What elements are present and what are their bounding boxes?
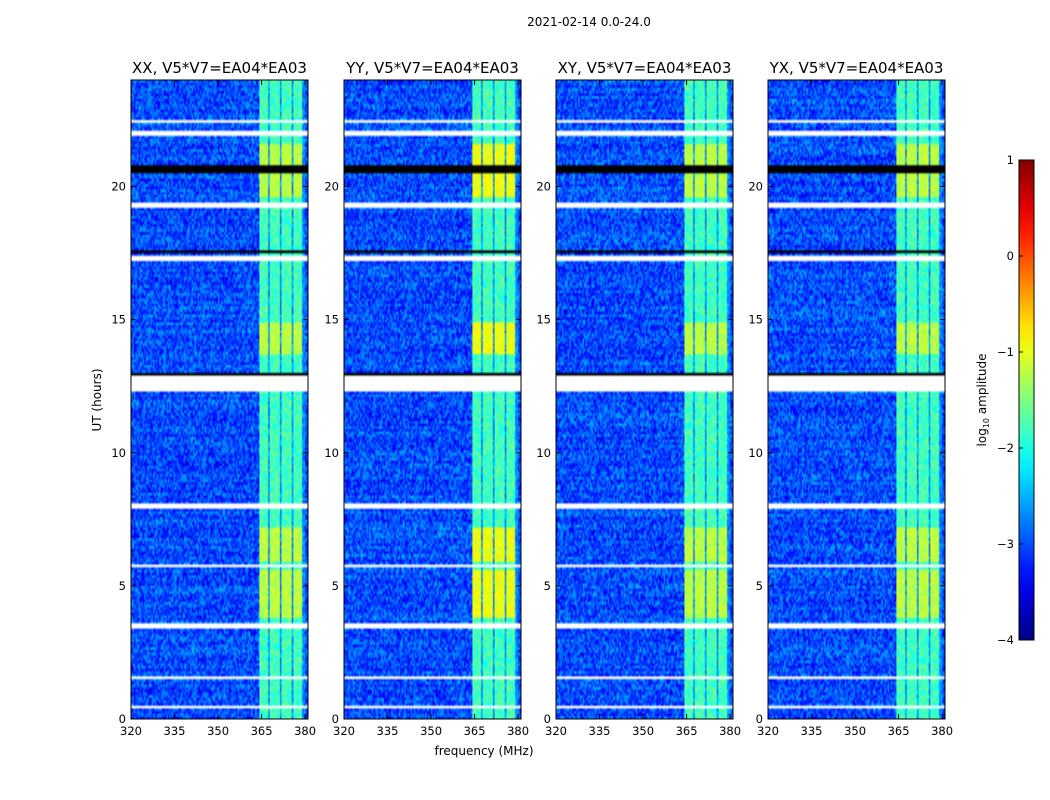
colorbar-label: log10 amplitude	[975, 354, 991, 447]
panel-frame	[130, 79, 309, 720]
y-tick-label: 20	[748, 180, 763, 194]
panel-frame	[555, 79, 734, 720]
spectrogram-image	[131, 80, 308, 719]
panel-title: XX, V5*V7=EA04*EA03	[132, 59, 307, 77]
x-tick-label: 335	[164, 724, 186, 738]
panel-title: YY, V5*V7=EA04*EA03	[345, 59, 519, 77]
colorbar-tick-label: −2	[997, 441, 1014, 455]
x-tick-label: 365	[464, 724, 486, 738]
colorbar-tick-label: −1	[997, 345, 1014, 359]
y-tick-label: 0	[544, 712, 551, 726]
x-axis-label: frequency (MHz)	[434, 744, 533, 758]
x-tick-label: 380	[507, 724, 529, 738]
panels: XX, V5*V7=EA04*EA03 320 335 350 365 380 0 5 10 15…	[111, 59, 953, 738]
x-tick-label: 365	[676, 724, 698, 738]
x-tick-label: 350	[207, 724, 229, 738]
panel-yy: YY, V5*V7=EA04*EA03 320 335 350 365 380 0 5 10 15…	[324, 59, 529, 738]
x-tick-label: 335	[377, 724, 399, 738]
x-tick-label: 320	[120, 724, 142, 738]
x-tick-label: 335	[801, 724, 823, 738]
panel-title: XY, V5*V7=EA04*EA03	[558, 59, 732, 77]
y-tick-label: 5	[756, 579, 763, 593]
panel-frame	[343, 79, 522, 720]
y-tick-label: 5	[332, 579, 339, 593]
y-tick-label: 0	[119, 712, 126, 726]
y-tick-label: 0	[756, 712, 763, 726]
panel-title: YX, V5*V7=EA04*EA03	[769, 59, 944, 77]
colorbar-tick-label: −3	[997, 537, 1014, 551]
y-tick-label: 20	[536, 180, 551, 194]
colorbar: 1 0 −1 −2 −3 −4	[997, 153, 1035, 647]
y-tick-label: 15	[748, 313, 763, 327]
x-tick-label: 320	[333, 724, 355, 738]
x-tick-label: 380	[294, 724, 316, 738]
panel-xy: XY, V5*V7=EA04*EA03 320 335 350 365 380 0 5 10 15…	[536, 59, 741, 738]
x-tick-label: 350	[844, 724, 866, 738]
colorbar-gradient	[1018, 159, 1035, 641]
y-tick-label: 15	[111, 313, 126, 327]
x-tick-label: 380	[931, 724, 953, 738]
y-tick-label: 15	[536, 313, 551, 327]
x-tick-label: 350	[632, 724, 654, 738]
x-tick-label: 320	[545, 724, 567, 738]
spectrogram-image	[768, 80, 945, 719]
x-tick-label: 365	[888, 724, 910, 738]
colorbar-tick-label: −4	[997, 633, 1014, 647]
y-tick-label: 15	[324, 313, 339, 327]
y-tick-label: 5	[119, 579, 126, 593]
panel-yx: YX, V5*V7=EA04*EA03 320 335 350 365 380 0 5 10 15…	[748, 59, 953, 738]
colorbar-tick-label: 0	[1007, 249, 1014, 263]
x-tick-label: 380	[719, 724, 741, 738]
y-tick-label: 10	[324, 446, 339, 460]
spectrogram-image	[556, 80, 733, 719]
colorbar-tick-label: 1	[1007, 153, 1014, 167]
y-axis-label: UT (hours)	[90, 368, 104, 431]
y-tick-label: 10	[536, 446, 551, 460]
panel-xx: XX, V5*V7=EA04*EA03 320 335 350 365 380 0 5 10 15…	[111, 59, 316, 738]
y-tick-label: 0	[332, 712, 339, 726]
y-tick-label: 5	[544, 579, 551, 593]
x-tick-label: 350	[420, 724, 442, 738]
x-tick-label: 320	[757, 724, 779, 738]
colorbar-label-base: log	[975, 428, 989, 446]
y-tick-label: 20	[324, 180, 339, 194]
x-tick-label: 365	[251, 724, 273, 738]
spectrogram-image	[344, 80, 521, 719]
y-tick-label: 10	[748, 446, 763, 460]
panel-frame	[767, 79, 946, 720]
y-tick-label: 20	[111, 180, 126, 194]
colorbar-label-subscript: 10	[982, 418, 991, 428]
figure-suptitle: 2021-02-14 0.0-24.0	[527, 15, 651, 29]
x-tick-label: 335	[589, 724, 611, 738]
colorbar-label-rest: amplitude	[975, 354, 989, 418]
y-tick-label: 10	[111, 446, 126, 460]
